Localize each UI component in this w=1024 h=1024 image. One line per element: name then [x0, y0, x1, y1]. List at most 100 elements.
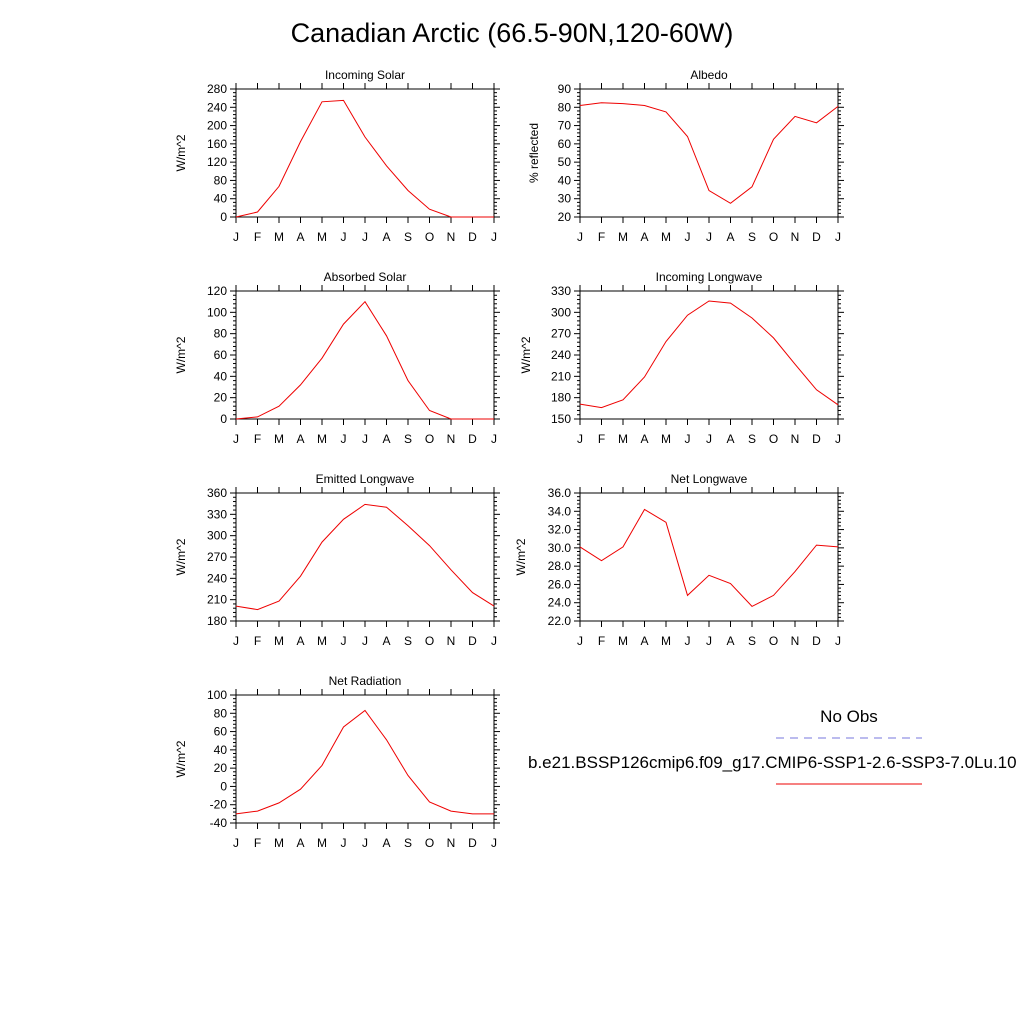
y-tick-label: 32.0 [548, 523, 572, 537]
x-tick-label: F [254, 836, 261, 850]
chart-panel: Incoming Longwave W/m^2 150 180 210 240 270 300… [519, 270, 844, 446]
series-line [235, 300, 494, 420]
y-tick-label: 20 [558, 210, 572, 224]
x-tick-label: J [577, 634, 583, 648]
y-tick-label: 20 [214, 761, 228, 775]
y-tick-label: 40 [214, 743, 228, 757]
x-tick-label: F [254, 432, 261, 446]
plot-frame [579, 492, 839, 622]
panel-title: Incoming Solar [325, 68, 405, 82]
x-tick-label: A [382, 634, 390, 648]
y-axis-label: W/m^2 [174, 336, 188, 373]
x-tick-label: J [341, 634, 347, 648]
y-axis-label: W/m^2 [519, 336, 533, 373]
y-tick-label: 160 [207, 137, 227, 151]
panel-title: Absorbed Solar [324, 270, 407, 284]
y-tick-label: 0 [220, 210, 227, 224]
x-tick-label: O [769, 634, 778, 648]
plot-frame [235, 88, 495, 218]
x-tick-label: A [640, 432, 648, 446]
x-tick-label: A [726, 634, 734, 648]
x-tick-label: J [491, 836, 497, 850]
plot-frame [579, 290, 839, 420]
x-tick-label: J [233, 634, 239, 648]
panel-title: Emitted Longwave [316, 472, 415, 486]
chart-panel: Incoming Solar W/m^2 0 40 80 120 160 200 240 280 J… [174, 68, 500, 244]
x-tick-label: M [661, 230, 671, 244]
y-tick-label: 210 [551, 369, 571, 383]
x-tick-label: J [835, 230, 841, 244]
x-tick-label: D [812, 230, 821, 244]
x-tick-label: O [425, 634, 434, 648]
panel-title: Net Radiation [329, 674, 402, 688]
plot-frame [579, 88, 839, 218]
y-tick-label: 240 [551, 348, 571, 362]
x-tick-label: J [491, 432, 497, 446]
y-tick-label: -20 [210, 798, 228, 812]
x-tick-label: M [618, 432, 628, 446]
x-tick-label: O [769, 230, 778, 244]
plot-frame [235, 492, 495, 622]
x-tick-label: J [706, 634, 712, 648]
x-tick-label: M [618, 634, 628, 648]
panel-title: Net Longwave [671, 472, 748, 486]
y-tick-label: 28.0 [548, 559, 572, 573]
x-tick-label: S [404, 230, 412, 244]
x-tick-label: O [425, 230, 434, 244]
x-tick-label: N [447, 634, 456, 648]
x-tick-label: A [296, 230, 304, 244]
y-axis-label: W/m^2 [174, 134, 188, 171]
x-tick-label: M [317, 836, 327, 850]
x-tick-label: M [661, 634, 671, 648]
x-tick-label: M [317, 432, 327, 446]
x-tick-label: J [233, 432, 239, 446]
x-tick-label: J [491, 634, 497, 648]
x-tick-label: M [274, 836, 284, 850]
x-tick-label: S [748, 634, 756, 648]
x-tick-label: D [812, 432, 821, 446]
y-tick-label: 270 [551, 327, 571, 341]
y-tick-label: 100 [207, 305, 227, 319]
y-tick-label: 80 [214, 173, 228, 187]
x-tick-label: J [341, 836, 347, 850]
y-tick-label: 20 [214, 391, 228, 405]
y-tick-label: 280 [207, 82, 227, 96]
plot-frame [235, 694, 495, 824]
y-tick-label: 30 [558, 192, 572, 206]
y-tick-label: 300 [207, 529, 227, 543]
y-tick-label: 90 [558, 82, 572, 96]
x-tick-label: J [835, 432, 841, 446]
x-tick-label: A [382, 230, 390, 244]
x-tick-label: J [362, 836, 368, 850]
x-tick-label: S [404, 432, 412, 446]
x-tick-label: J [233, 836, 239, 850]
x-tick-label: A [640, 230, 648, 244]
x-tick-label: J [233, 230, 239, 244]
y-axis-label: % reflected [527, 123, 541, 183]
x-tick-label: A [640, 634, 648, 648]
y-tick-label: 70 [558, 119, 572, 133]
x-tick-label: M [661, 432, 671, 446]
series-line [235, 709, 494, 815]
x-tick-label: M [274, 230, 284, 244]
series-line [235, 99, 494, 218]
y-tick-label: 180 [207, 614, 227, 628]
x-tick-label: O [425, 432, 434, 446]
x-tick-label: J [706, 230, 712, 244]
x-tick-label: N [447, 432, 456, 446]
x-tick-label: O [769, 432, 778, 446]
series-line [579, 300, 839, 409]
y-tick-label: 80 [214, 706, 228, 720]
x-tick-label: J [341, 230, 347, 244]
legend: No Obs b.e21.BSSP126cmip6.f09_g17.CMIP6-S… [528, 707, 1017, 785]
y-tick-label: 210 [207, 593, 227, 607]
x-tick-label: J [341, 432, 347, 446]
y-tick-label: 0 [220, 779, 227, 793]
x-tick-label: M [274, 432, 284, 446]
x-tick-label: J [362, 634, 368, 648]
y-axis-label: W/m^2 [174, 740, 188, 777]
legend-obs-label: No Obs [820, 707, 878, 726]
x-tick-label: D [468, 230, 477, 244]
